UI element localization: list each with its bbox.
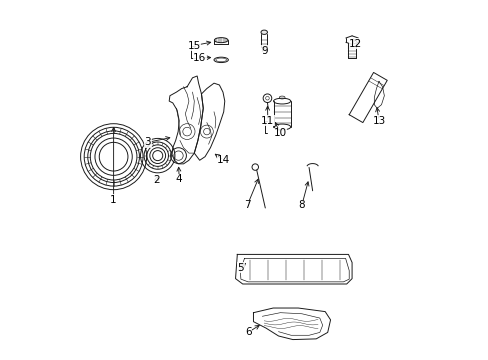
Text: 11: 11 [261,116,274,126]
Text: 9: 9 [261,46,267,56]
Text: 13: 13 [371,116,385,126]
Text: 1: 1 [110,195,117,205]
Text: 5: 5 [237,263,244,273]
Text: 15: 15 [187,41,201,50]
Text: 3: 3 [144,138,151,147]
Text: 16: 16 [193,53,206,63]
Ellipse shape [214,38,227,42]
Text: 7: 7 [244,200,250,210]
Text: 12: 12 [348,39,362,49]
Text: 4: 4 [176,174,182,184]
Text: 2: 2 [153,175,160,185]
Text: 10: 10 [273,129,286,138]
Ellipse shape [261,30,267,35]
Text: 6: 6 [244,327,251,337]
Text: 8: 8 [298,200,305,210]
Text: 14: 14 [217,155,230,165]
